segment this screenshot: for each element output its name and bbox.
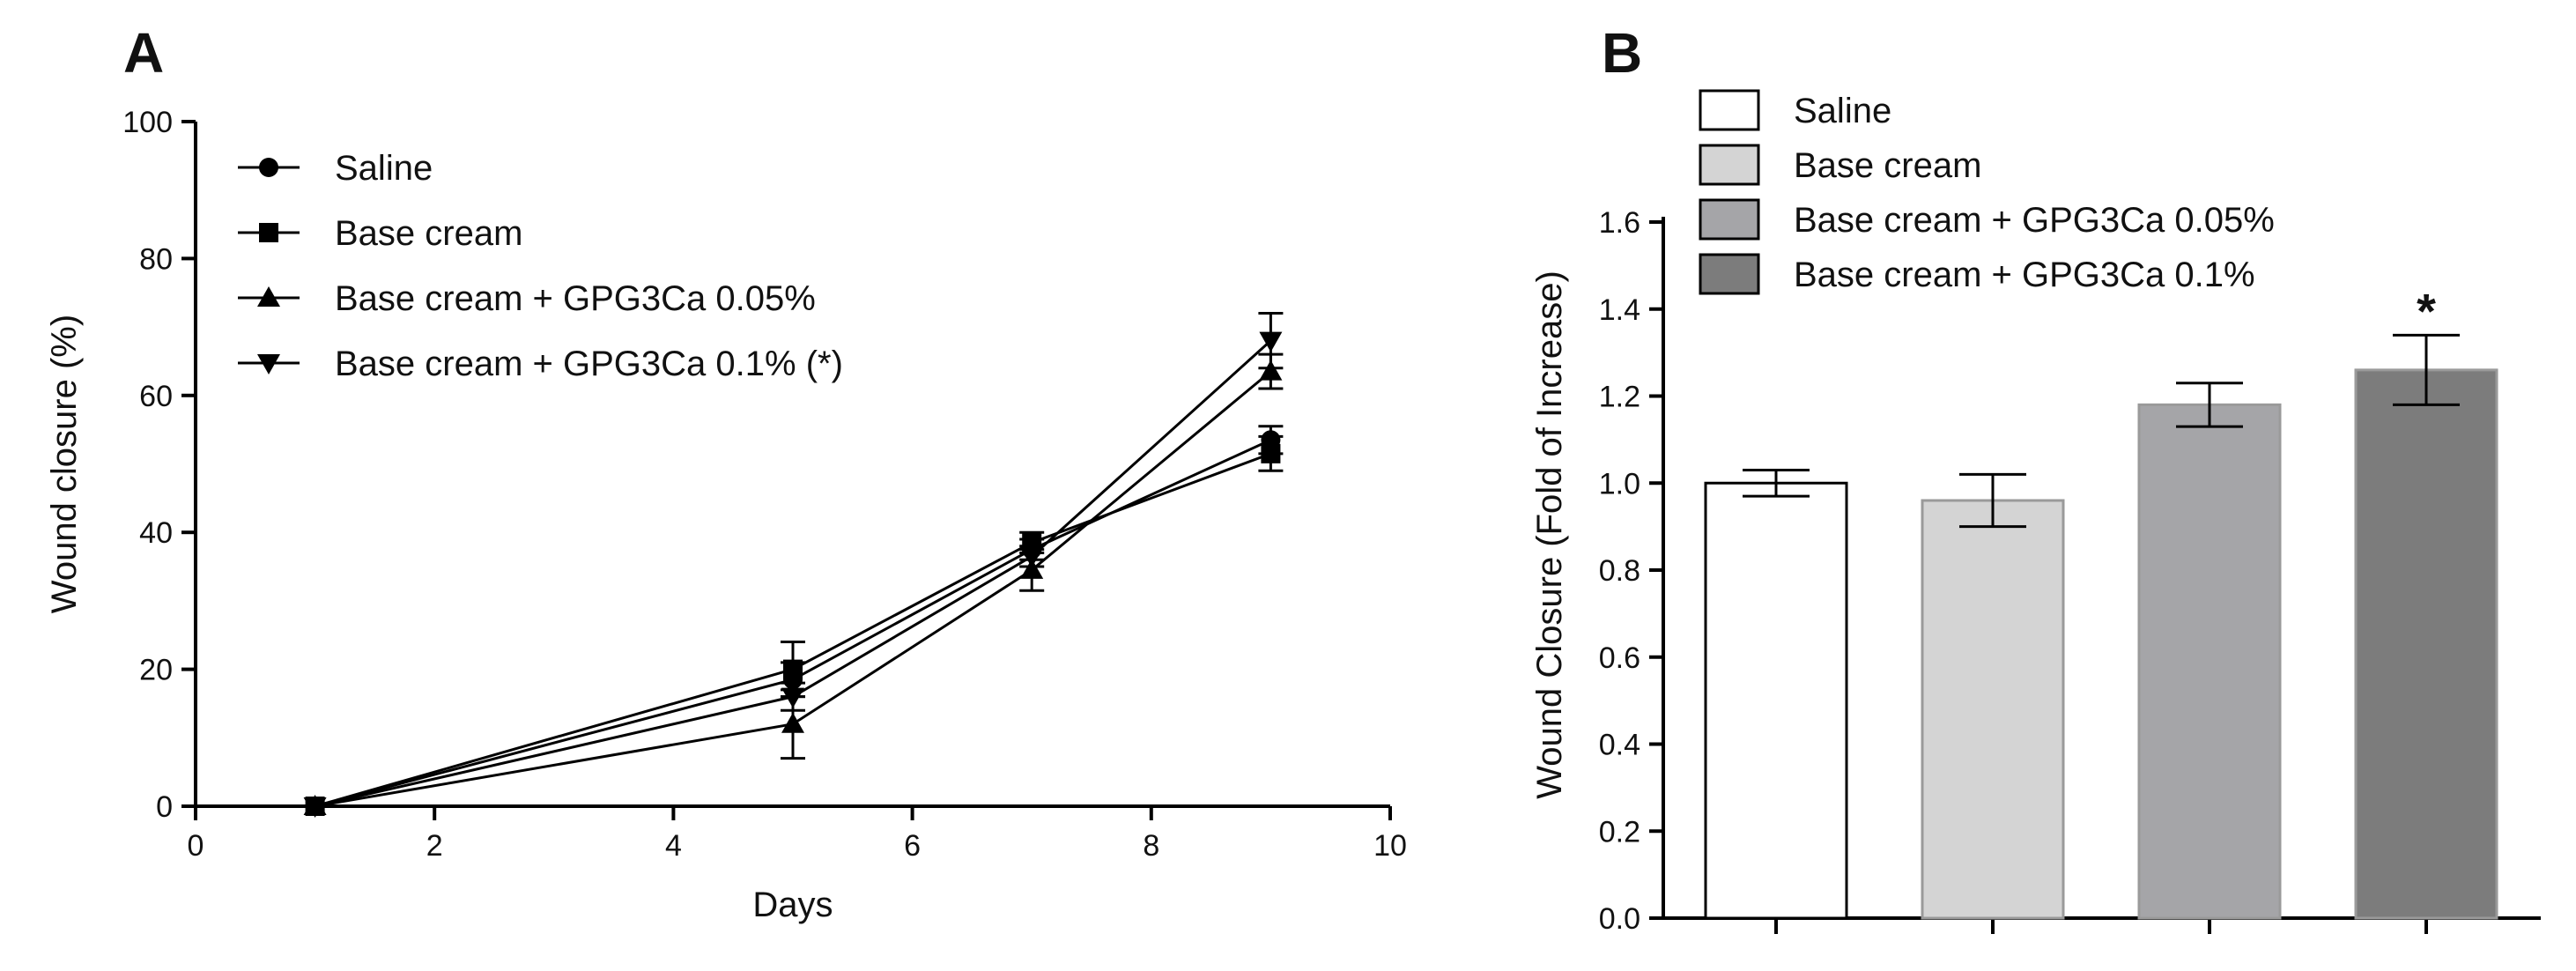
legend-entry: Base cream — [1699, 144, 1981, 186]
series-line — [315, 452, 1271, 808]
panel-b-ticks: 0.0 0.2 0.4 0.6 0.8 1.0 1.2 1.4 1.6 — [1599, 206, 1663, 936]
y-tick-label: 100 — [122, 106, 173, 139]
x-tick-label: 4 — [665, 829, 682, 863]
bar-chart-panel-b: 0.0 0.2 0.4 0.6 0.8 1.0 1.2 1.4 1.6 Wound Closur… — [1530, 89, 2541, 936]
y-tick-label: 20 — [139, 654, 173, 687]
y-tick-label: 0.0 — [1599, 902, 1640, 936]
bar — [2354, 368, 2498, 920]
bar — [1704, 481, 1848, 920]
series-line — [315, 370, 1272, 808]
y-tick-label: 40 — [139, 516, 173, 550]
legend-marker — [259, 223, 278, 242]
panel-b-bars: * — [1704, 283, 2498, 934]
bar — [2137, 403, 2282, 920]
y-tick-label: 1.4 — [1599, 293, 1640, 327]
x-tick-label: 8 — [1143, 829, 1159, 863]
data-point — [1022, 532, 1042, 552]
legend-entry: Base cream + GPG3Ca 0.05% — [1699, 198, 2275, 241]
bar — [1921, 499, 2065, 920]
data-point — [783, 659, 803, 679]
legend-label: Base cream + GPG3Ca 0.1% (*) — [335, 345, 843, 383]
series-line — [315, 438, 1272, 808]
y-tick-label: 0.8 — [1599, 554, 1640, 588]
panel-b-y-axis-title: Wound Closure (Fold of Increase) — [1530, 271, 1569, 799]
legend-entry: Saline — [1699, 89, 1891, 131]
legend-label: Base cream — [1794, 146, 1981, 185]
legend-swatch — [1699, 89, 1760, 131]
legend-label: Base cream + GPG3Ca 0.05% — [335, 279, 816, 318]
data-point — [1259, 359, 1283, 381]
legend-marker — [257, 354, 280, 374]
y-tick-label: 1.2 — [1599, 381, 1640, 414]
bar-group — [2137, 382, 2282, 934]
series-triangle-down — [303, 312, 1284, 818]
bar-group: * — [2354, 283, 2498, 934]
panel-b-legend: Saline Base cream Base cream + GPG3Ca 0.05… — [1699, 89, 2275, 295]
series-triangle-up — [303, 352, 1284, 815]
legend-entry: Base cream + GPG3Ca 0.1% — [1699, 253, 2255, 295]
data-point — [1261, 443, 1281, 463]
data-point — [1259, 331, 1283, 352]
y-tick-label: 1.0 — [1599, 467, 1640, 500]
panel-a-legend: Saline Base cream Base cream + GPG3Ca 0.05… — [238, 149, 843, 383]
panel-b-letter: B — [1602, 21, 1642, 85]
y-tick-label: 1.6 — [1599, 206, 1640, 240]
y-tick-label: 0.2 — [1599, 815, 1640, 849]
legend-label: Saline — [1794, 92, 1891, 130]
legend-entry: Base cream + GPG3Ca 0.1% (*) — [238, 345, 843, 383]
data-point — [781, 712, 804, 733]
significance-marker: * — [2417, 283, 2436, 338]
legend-entry: Base cream + GPG3Ca 0.05% — [238, 279, 816, 318]
data-point — [1020, 547, 1044, 568]
y-tick-label: 60 — [139, 380, 173, 413]
legend-label: Base cream — [335, 214, 522, 253]
panel-a-y-axis-title: Wound closure (%) — [45, 315, 84, 613]
x-tick-label: 10 — [1373, 829, 1407, 863]
legend-label: Saline — [335, 149, 433, 188]
panel-a-x-axis-title: Days — [752, 886, 833, 924]
y-tick-label: 80 — [139, 242, 173, 276]
legend-marker — [257, 286, 280, 307]
series-line — [315, 339, 1272, 808]
x-tick-label: 2 — [426, 829, 443, 863]
legend-swatch — [1699, 198, 1760, 241]
legend-marker — [259, 158, 278, 177]
legend-swatch — [1699, 253, 1760, 295]
legend-entry: Base cream — [238, 214, 522, 253]
data-point — [1020, 558, 1044, 579]
legend-swatch — [1699, 144, 1760, 186]
legend-label: Base cream + GPG3Ca 0.05% — [1794, 201, 2275, 240]
panel-a-series — [303, 312, 1284, 818]
data-point — [781, 687, 804, 708]
y-tick-label: 0 — [156, 790, 173, 824]
data-point — [303, 797, 327, 818]
legend-label: Base cream + GPG3Ca 0.1% — [1794, 256, 2255, 294]
legend-entry: Saline — [238, 149, 433, 188]
bar-group — [1921, 472, 2065, 934]
bar-group — [1704, 468, 1848, 934]
panel-a-axes — [194, 122, 1390, 808]
y-tick-label: 0.6 — [1599, 641, 1640, 675]
x-tick-label: 6 — [904, 829, 921, 863]
x-tick-label: 0 — [188, 829, 204, 863]
panel-a-letter: A — [123, 21, 164, 85]
y-tick-label: 0.4 — [1599, 729, 1640, 762]
